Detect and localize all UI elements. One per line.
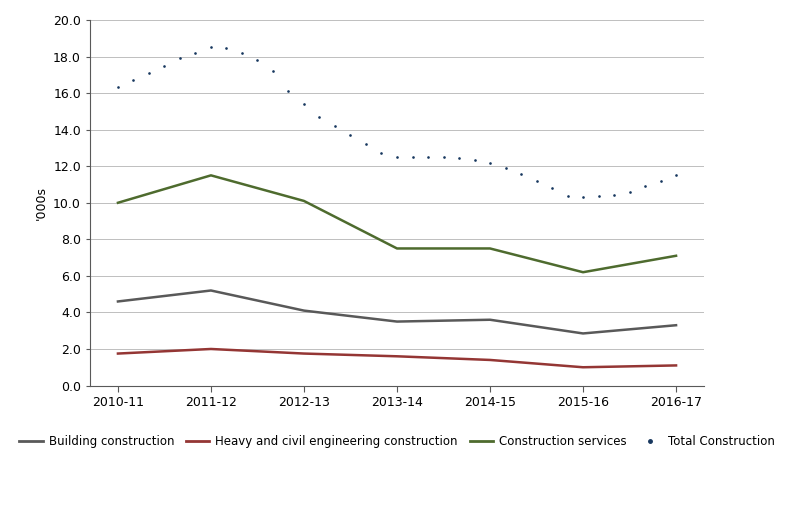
Y-axis label: '000s: '000s	[35, 186, 48, 220]
Legend: Building construction, Heavy and civil engineering construction, Construction se: Building construction, Heavy and civil e…	[14, 430, 780, 453]
